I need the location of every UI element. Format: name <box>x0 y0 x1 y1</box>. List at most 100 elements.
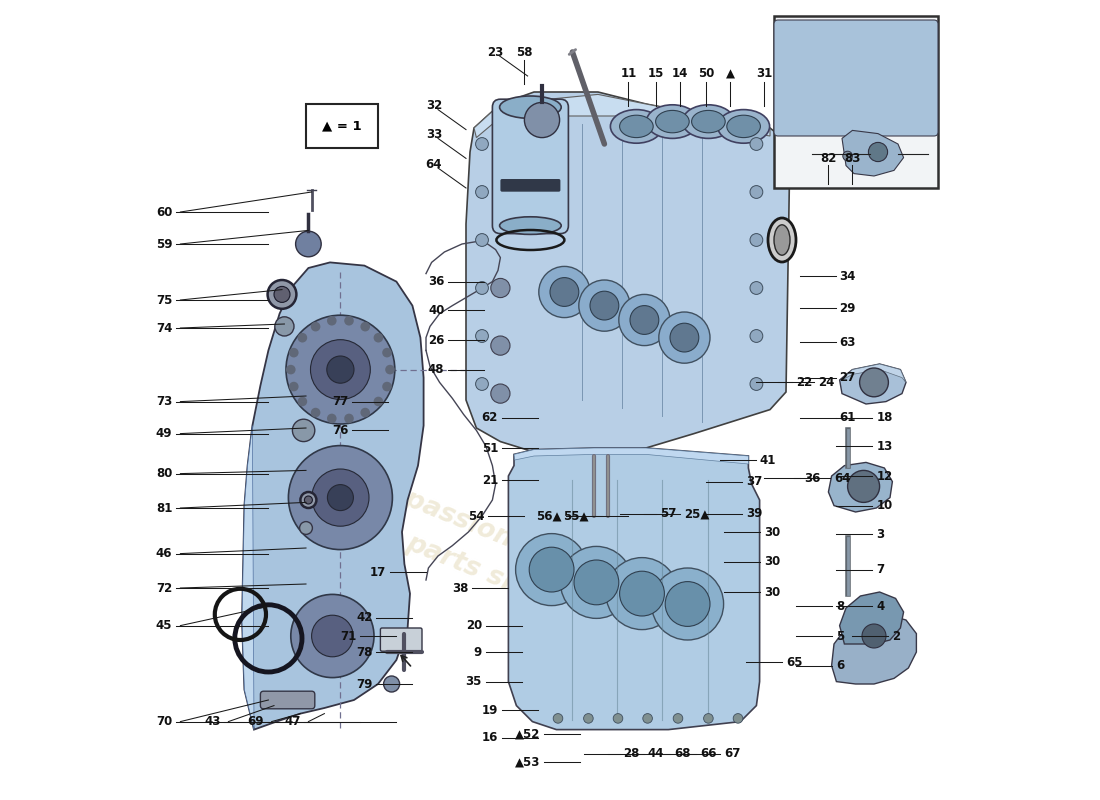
Ellipse shape <box>499 96 561 118</box>
Circle shape <box>491 336 510 355</box>
Polygon shape <box>514 448 748 464</box>
Circle shape <box>560 546 632 618</box>
Text: 80: 80 <box>156 467 173 480</box>
Circle shape <box>267 280 296 309</box>
Polygon shape <box>832 614 916 684</box>
Circle shape <box>298 333 307 342</box>
Circle shape <box>384 676 399 692</box>
Circle shape <box>659 312 710 363</box>
Circle shape <box>475 378 488 390</box>
Circle shape <box>275 317 294 336</box>
Text: 56▲: 56▲ <box>537 510 562 522</box>
Circle shape <box>299 522 312 534</box>
Text: 55▲: 55▲ <box>563 510 589 522</box>
Text: 35: 35 <box>465 675 482 688</box>
Text: 18: 18 <box>877 411 893 424</box>
Circle shape <box>328 485 353 510</box>
Circle shape <box>274 286 290 302</box>
Polygon shape <box>242 426 254 730</box>
Circle shape <box>673 714 683 723</box>
Text: 58: 58 <box>516 46 532 58</box>
Text: 2: 2 <box>892 630 901 642</box>
Text: 62: 62 <box>482 411 498 424</box>
Circle shape <box>670 323 698 352</box>
Circle shape <box>666 582 710 626</box>
Circle shape <box>475 138 488 150</box>
Text: 36: 36 <box>804 472 821 485</box>
Text: 30: 30 <box>764 526 781 538</box>
FancyBboxPatch shape <box>306 104 378 148</box>
Text: 28: 28 <box>624 747 640 760</box>
Polygon shape <box>466 92 790 456</box>
Circle shape <box>525 102 560 138</box>
Text: 54: 54 <box>468 510 484 522</box>
Circle shape <box>491 278 510 298</box>
Text: 64: 64 <box>834 472 850 485</box>
Text: 22: 22 <box>796 376 813 389</box>
Polygon shape <box>508 448 760 730</box>
Circle shape <box>750 234 762 246</box>
Ellipse shape <box>682 105 735 138</box>
Circle shape <box>327 356 354 383</box>
Circle shape <box>311 322 320 331</box>
Text: 47: 47 <box>284 715 300 728</box>
Text: 25▲: 25▲ <box>684 507 710 520</box>
Text: ▲53: ▲53 <box>515 755 540 768</box>
Ellipse shape <box>656 110 690 133</box>
Text: 70: 70 <box>156 715 173 728</box>
Text: 50: 50 <box>697 67 714 80</box>
Circle shape <box>734 714 742 723</box>
Circle shape <box>385 365 395 374</box>
Circle shape <box>606 558 678 630</box>
Text: 40: 40 <box>428 304 444 317</box>
Circle shape <box>619 294 670 346</box>
Text: 74: 74 <box>156 322 173 334</box>
Text: 8: 8 <box>836 600 845 613</box>
Circle shape <box>289 348 298 358</box>
Ellipse shape <box>610 110 662 143</box>
Text: 30: 30 <box>764 555 781 568</box>
Text: 37: 37 <box>746 475 762 488</box>
Text: 59: 59 <box>156 238 173 250</box>
Circle shape <box>311 408 320 418</box>
Text: 76: 76 <box>332 424 349 437</box>
Polygon shape <box>242 262 424 730</box>
Circle shape <box>344 414 354 423</box>
Text: 23: 23 <box>487 46 504 58</box>
Circle shape <box>750 282 762 294</box>
Circle shape <box>305 496 312 504</box>
Ellipse shape <box>499 217 561 234</box>
Circle shape <box>361 322 370 331</box>
Text: 38: 38 <box>452 582 469 594</box>
Text: ▲ = 1: ▲ = 1 <box>322 119 362 133</box>
Ellipse shape <box>692 110 725 133</box>
Text: a passion for: a passion for <box>376 476 564 572</box>
Circle shape <box>651 568 724 640</box>
Text: 34: 34 <box>839 270 856 282</box>
Text: 21: 21 <box>482 474 498 486</box>
Circle shape <box>750 378 762 390</box>
Text: 12: 12 <box>877 470 893 482</box>
Text: 41: 41 <box>760 454 775 466</box>
Text: 69: 69 <box>248 715 264 728</box>
Text: 32: 32 <box>426 99 442 112</box>
Text: 49: 49 <box>156 427 173 440</box>
Circle shape <box>516 534 587 606</box>
Circle shape <box>590 291 619 320</box>
Text: 83: 83 <box>844 152 860 165</box>
Circle shape <box>288 446 393 550</box>
Circle shape <box>296 231 321 257</box>
Text: 27: 27 <box>839 371 856 384</box>
Text: 77: 77 <box>332 395 349 408</box>
Text: 20: 20 <box>465 619 482 632</box>
Text: 64: 64 <box>426 158 442 170</box>
Text: 14: 14 <box>671 67 688 80</box>
Circle shape <box>475 186 488 198</box>
Text: 51: 51 <box>482 442 498 454</box>
Text: 29: 29 <box>839 302 856 314</box>
Circle shape <box>475 234 488 246</box>
Text: 48: 48 <box>428 363 444 376</box>
Circle shape <box>293 419 315 442</box>
Text: parts since 1985: parts since 1985 <box>403 530 641 646</box>
Circle shape <box>475 330 488 342</box>
